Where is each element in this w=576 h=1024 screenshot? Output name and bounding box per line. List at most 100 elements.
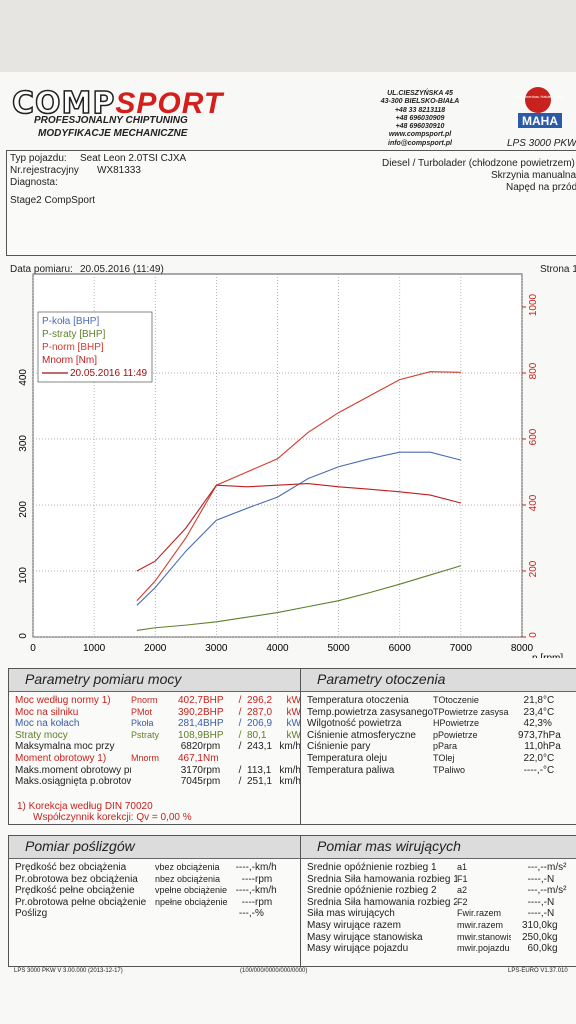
table-row: Maks.moment obrotowy przy 3170 rpm / 113,1 km…	[15, 765, 301, 777]
series-line	[136, 371, 461, 602]
symbol: mwir.pojazdu	[457, 943, 510, 954]
table-row: Średnia Siła hamowania rozbieg 1 F1 ----,-…	[307, 874, 576, 886]
address-line: www.compsport.pl	[388, 131, 452, 139]
y2-tick-label: 200	[528, 560, 539, 577]
x-tick-label: 6000	[389, 643, 412, 654]
logo-comp: COMP	[11, 85, 116, 122]
x-tick-label: 3000	[205, 643, 228, 654]
table-row: Masy wirujące razem mwir.razem 310,0 kg	[307, 920, 576, 932]
value: ----,-	[527, 873, 547, 885]
value: 11,0	[524, 741, 543, 753]
section-title: Parametry pomiaru mocy	[9, 669, 301, 692]
address-line: info@compsport.pl	[388, 139, 452, 147]
label: Ciśnienie atmosferyczne	[307, 729, 416, 741]
table-row: Maks.osiągnięta p.obrotowa 7045 rpm / 251,1 k…	[15, 776, 301, 788]
table-row: Temp.powietrza zasysanego TPowietrze zasy…	[307, 707, 576, 719]
table-row: Masy wirujące stanowiska mwir.stanowiska 2…	[307, 932, 576, 944]
label: Maksymalna moc przy	[15, 741, 115, 753]
value: ---,-	[238, 908, 255, 920]
label: Pr.obrotowa pełne obciążenie	[15, 896, 147, 908]
table-row: Poślizg ---,-%	[15, 908, 301, 920]
value: /	[238, 718, 242, 730]
legend-label: P-koła [BHP]	[42, 316, 99, 327]
value: 467,1	[177, 752, 203, 764]
table-row: Masy wirujące pojazdu mwir.pojazdu 60,0 kg	[307, 943, 576, 955]
value: 281,4	[177, 718, 203, 730]
power-section: Parametry pomiaru mocy Moc według normy 1…	[8, 668, 302, 825]
label: Diagnosta:	[10, 177, 58, 188]
x-tick-label: 5000	[328, 643, 351, 654]
value: kg	[547, 931, 558, 943]
label: Średnie opóźnienie rozbieg 1	[307, 862, 437, 873]
symbol: a1	[457, 862, 468, 872]
symbol: mwir.razem	[457, 919, 504, 930]
table-row: Moc według normy 1) Pnorm 402,7 BHP / 296,2 kW	[15, 695, 301, 707]
y-tick-label: 100	[18, 567, 29, 584]
value: ----,-	[527, 908, 547, 920]
label: Temperatura oleju	[307, 752, 388, 764]
symbol: Fwir.razem	[457, 908, 502, 919]
table-row: Średnie opóźnienie rozbieg 1 a1 ---,-- m/s²	[307, 862, 576, 874]
logo: COMPSPORT	[11, 85, 224, 122]
value: °C	[543, 706, 555, 718]
table-row: Prędkość bez obciążenia vbez obciążenia --…	[15, 862, 301, 874]
value: rpm	[203, 741, 221, 753]
symbol: Pnorm	[131, 695, 158, 705]
value: Seat Leon 2.0TSI CJXA	[80, 153, 187, 164]
symbol: HPowietrze	[433, 718, 480, 729]
table-row: Średnie opóźnienie rozbieg 2 a2 ---,-- m/s²	[307, 885, 576, 897]
value: BHP	[203, 729, 224, 741]
tagline: MODYFIKACJE MECHANICZNE	[38, 128, 188, 139]
value: °C	[543, 764, 555, 776]
value: 23,4	[523, 706, 543, 718]
symbol: pPowietrze	[433, 729, 478, 740]
symbol: nbez obciążenia	[155, 873, 221, 884]
x-tick-label: 4000	[266, 643, 289, 654]
label: Średnia Siła hamowania rozbieg 1	[307, 873, 457, 885]
y2-tick-label: 0	[528, 632, 539, 638]
legend-label: Mnorm [Nm]	[42, 355, 97, 366]
value: BHP	[203, 706, 224, 718]
value: km/h	[255, 862, 277, 873]
label: Temp.powietrza zasysanego	[307, 706, 433, 718]
table-row: Pr.obrotowa pełne obciążenie npełne obcią…	[15, 897, 301, 909]
address-line: 43-300 BIELSKO-BIAŁA	[380, 98, 460, 106]
maha-logo: Maschinenbau Haldenwang MAHA	[513, 87, 563, 128]
symbol: F1	[457, 873, 468, 884]
value: %	[543, 718, 552, 730]
value: 7045	[180, 776, 203, 788]
series-line	[136, 482, 462, 572]
table-row: Prędkość pełne obciążenie vpełne obciążen…	[15, 885, 301, 897]
value: ----,-	[235, 885, 255, 897]
y2-tick-label: 800	[528, 362, 539, 379]
value: 251,1	[247, 776, 273, 788]
section-title: Pomiar poślizgów	[9, 836, 301, 859]
legend	[37, 311, 153, 383]
y2-tick-label: 1000	[528, 293, 539, 316]
label: Maks.moment obrotowy przy	[15, 764, 131, 776]
legend-label: P-straty [BHP]	[42, 329, 106, 340]
gearbox: Skrzynia manualna	[491, 170, 576, 181]
value: °C	[543, 752, 555, 764]
value: 6820	[180, 741, 203, 753]
series-line	[136, 451, 462, 606]
logo-sport: SPORT	[115, 87, 224, 120]
value: rpm	[255, 873, 273, 885]
symbol: a2	[457, 885, 468, 896]
chart: 0 1000 2000 3000 4000 5000 6000 7000 80000100200…	[18, 273, 563, 658]
y2-tick-label: 400	[528, 494, 539, 511]
value: ---,--	[527, 862, 547, 873]
drive: Napęd na przód	[506, 182, 576, 193]
table-row: Moc na kołach Pkoła 281,4 BHP / 206,9 kW	[15, 718, 301, 730]
value: ---,--	[527, 885, 547, 897]
value: ----	[241, 873, 255, 885]
value: 3170	[180, 764, 203, 776]
value: /	[238, 741, 242, 753]
label: Nr.rejestracyjny	[10, 165, 79, 176]
label: Masy wirujące pojazdu	[307, 943, 409, 955]
label: Ciśnienie pary	[307, 741, 371, 753]
value: N	[547, 908, 555, 920]
value: kW	[286, 729, 301, 741]
symbol: Pstraty	[131, 729, 160, 740]
symbol	[131, 776, 171, 788]
